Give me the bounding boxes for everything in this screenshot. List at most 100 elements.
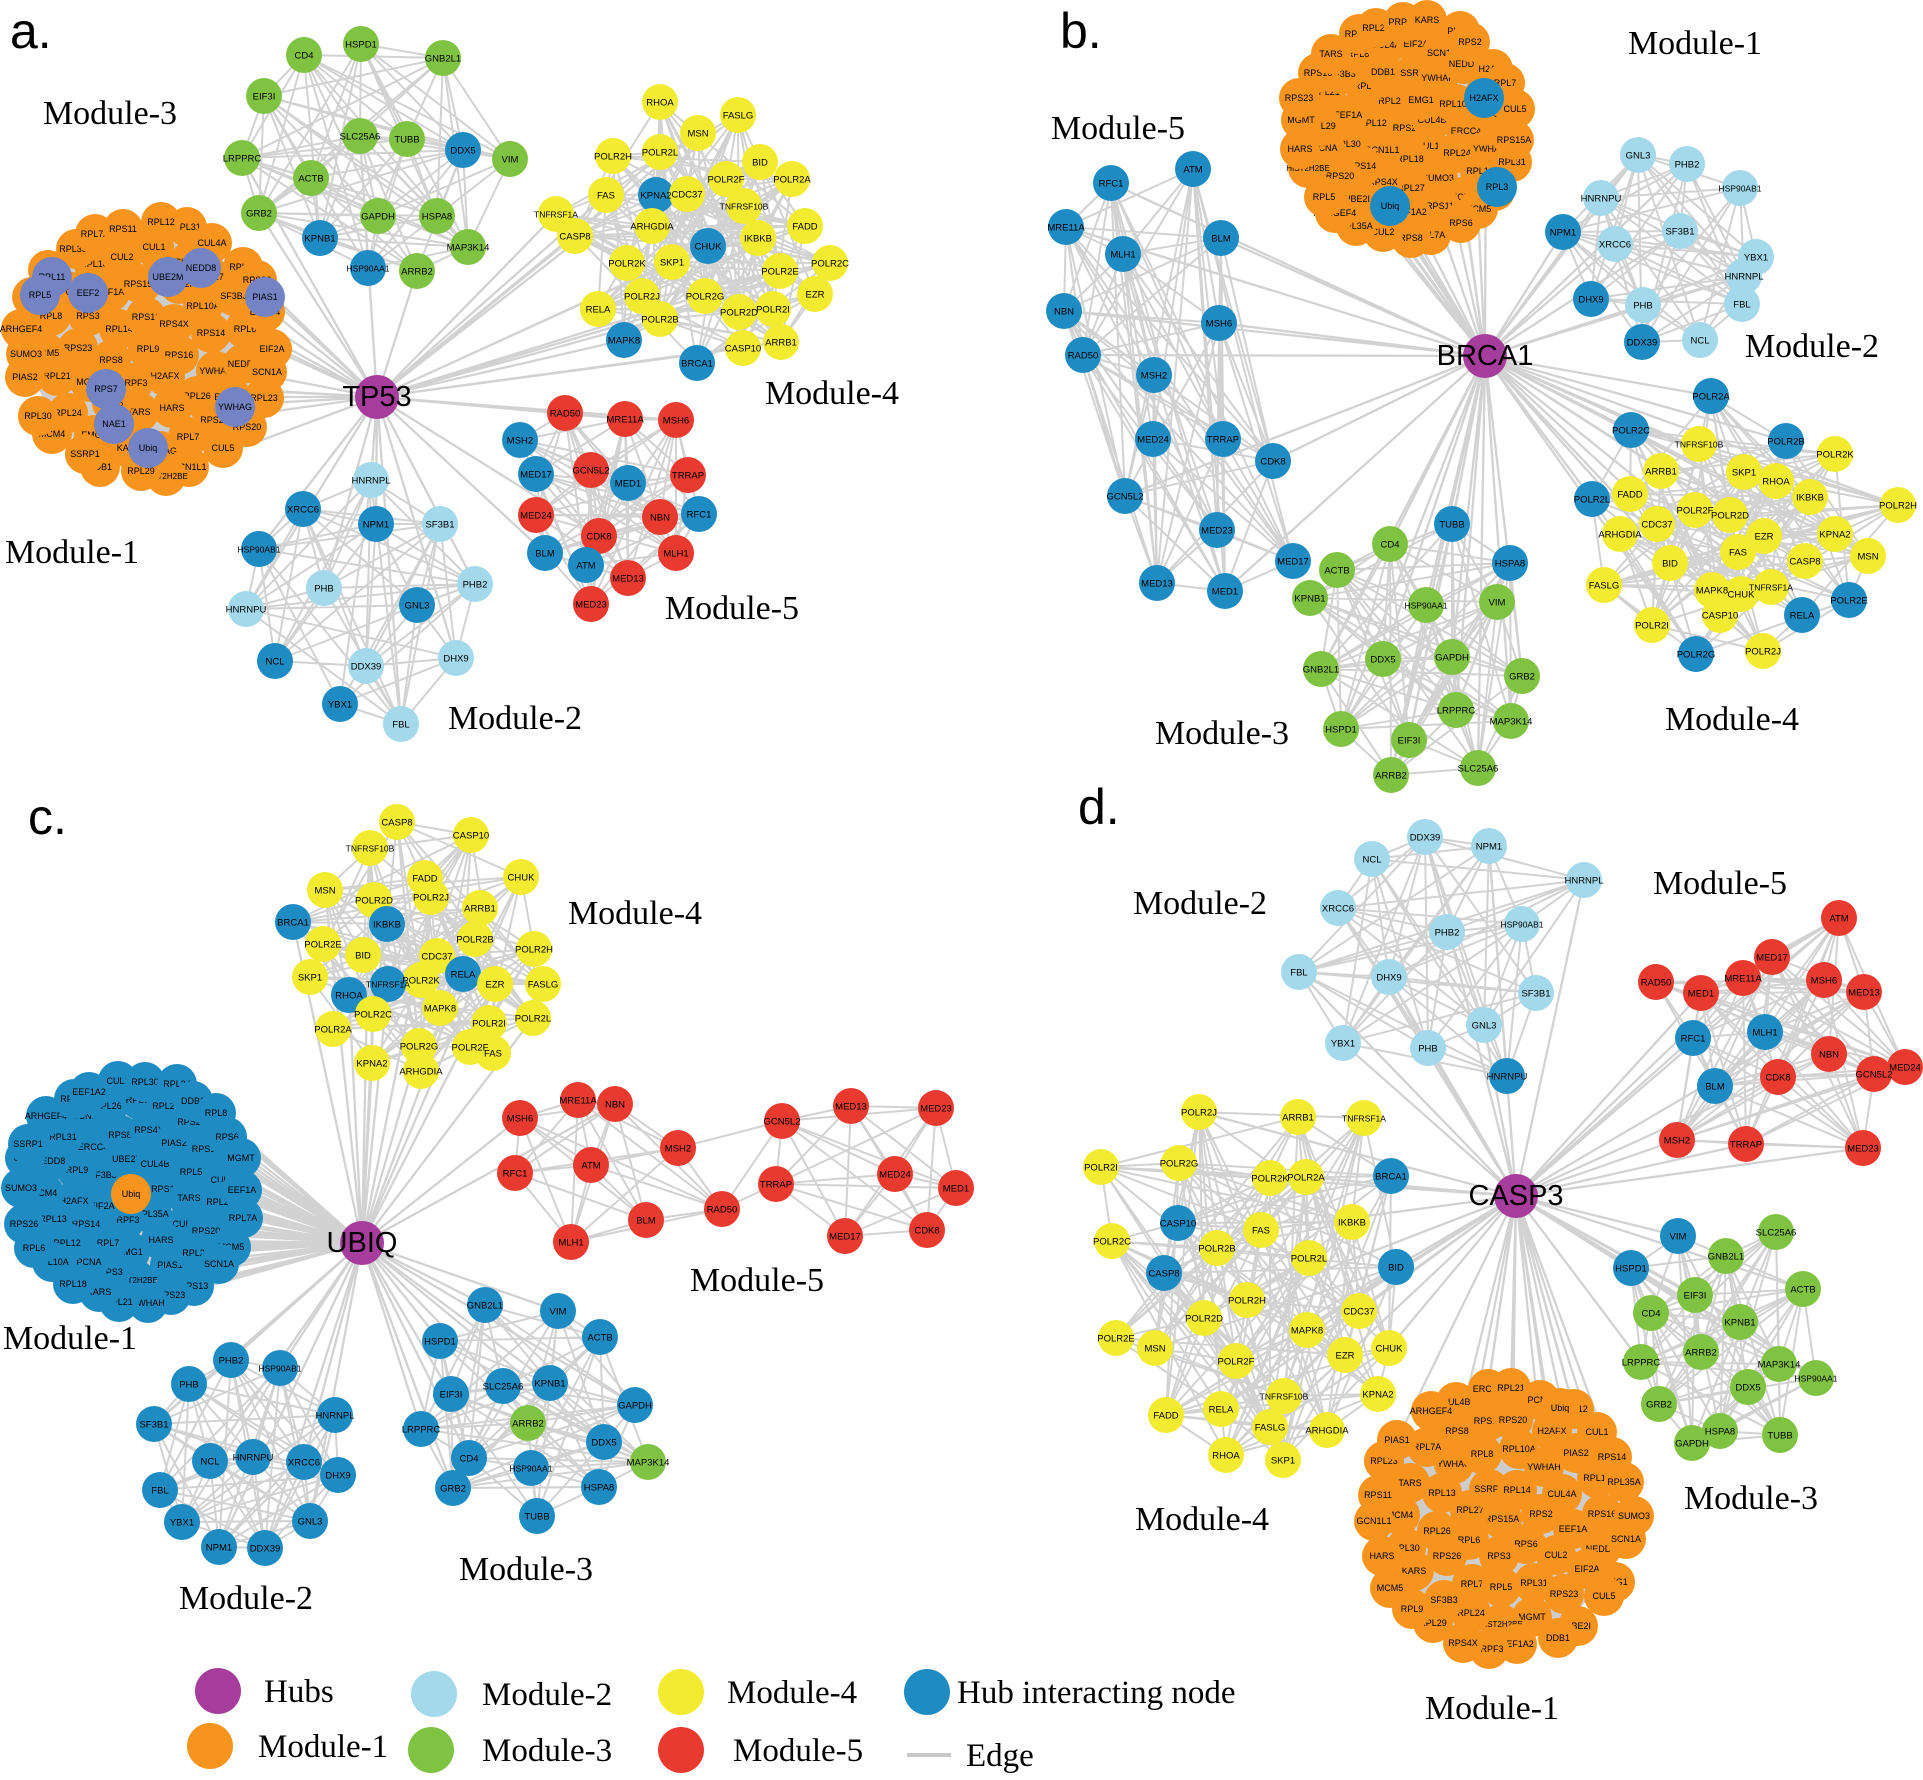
- svg-text:RPS8: RPS8: [108, 1130, 132, 1140]
- svg-text:RPS4X: RPS4X: [159, 319, 189, 329]
- svg-text:Module-5: Module-5: [690, 1262, 824, 1299]
- svg-text:RPS20: RPS20: [1499, 1415, 1528, 1425]
- svg-text:PHB2: PHB2: [1675, 160, 1700, 171]
- svg-text:PHB2: PHB2: [1435, 928, 1460, 939]
- svg-text:RPL7: RPL7: [177, 432, 200, 442]
- svg-text:RPL11: RPL11: [39, 272, 66, 282]
- svg-text:MED23: MED23: [1201, 526, 1233, 537]
- svg-text:CD4: CD4: [294, 51, 313, 62]
- svg-text:HNRNPL: HNRNPL: [315, 1411, 354, 1422]
- svg-text:RPS6: RPS6: [1514, 1539, 1538, 1549]
- svg-text:RPS23: RPS23: [1550, 1589, 1579, 1599]
- svg-text:Module-2: Module-2: [179, 1580, 313, 1617]
- svg-text:MED17: MED17: [520, 470, 552, 481]
- svg-text:SF3B3: SF3B3: [89, 1170, 117, 1180]
- svg-text:KARS: KARS: [1415, 15, 1440, 25]
- svg-text:POLR2D: POLR2D: [720, 308, 758, 319]
- svg-text:SF3B3: SF3B3: [1328, 69, 1356, 79]
- svg-text:KARS: KARS: [87, 1287, 112, 1297]
- svg-text:POLR2B: POLR2B: [456, 935, 494, 946]
- svg-text:RPL8: RPL8: [1347, 49, 1370, 59]
- svg-text:MCM4: MCM4: [39, 429, 66, 439]
- svg-text:RPS13: RPS13: [132, 312, 161, 322]
- svg-text:PIAS1: PIAS1: [157, 1260, 183, 1270]
- svg-text:Module-3: Module-3: [482, 1733, 612, 1769]
- svg-text:MAP3K14: MAP3K14: [1490, 717, 1533, 728]
- svg-text:RPS15A: RPS15A: [1485, 1514, 1520, 1524]
- svg-text:a.: a.: [10, 3, 52, 59]
- svg-text:RPS14: RPS14: [72, 1219, 101, 1229]
- svg-text:RPL23: RPL23: [250, 393, 278, 403]
- svg-text:POLR2K: POLR2K: [608, 259, 646, 270]
- svg-text:CDC37: CDC37: [671, 190, 702, 201]
- svg-text:VIM: VIM: [1489, 598, 1506, 609]
- svg-text:RPS26: RPS26: [1393, 123, 1422, 133]
- svg-text:KPNA2: KPNA2: [356, 1059, 387, 1070]
- svg-text:DDX5: DDX5: [1735, 1383, 1760, 1394]
- svg-text:HSP90AA1: HSP90AA1: [347, 264, 390, 274]
- svg-text:TNFRSF10B: TNFRSF10B: [1675, 440, 1724, 450]
- svg-text:CHUK: CHUK: [695, 242, 723, 253]
- svg-text:Module-4: Module-4: [765, 375, 899, 412]
- svg-text:MRE11A: MRE11A: [606, 415, 644, 426]
- svg-text:CDK8: CDK8: [586, 532, 611, 543]
- svg-text:NPM1: NPM1: [1550, 228, 1576, 239]
- svg-text:YBX1: YBX1: [170, 1518, 194, 1529]
- svg-text:POLR2L: POLR2L: [515, 1014, 551, 1025]
- svg-text:EMG1: EMG1: [117, 1247, 143, 1257]
- svg-text:RFC1: RFC1: [1681, 1034, 1706, 1045]
- svg-text:TNFRSF10B: TNFRSF10B: [720, 202, 769, 212]
- svg-text:MSH2: MSH2: [665, 1144, 691, 1155]
- svg-text:EMG1: EMG1: [81, 430, 107, 440]
- svg-text:Hub interacting node: Hub interacting node: [957, 1675, 1236, 1711]
- svg-text:KPNA2: KPNA2: [640, 191, 671, 202]
- svg-text:Module-4: Module-4: [568, 895, 702, 932]
- svg-text:RPL10A: RPL10A: [1439, 99, 1473, 109]
- svg-text:RPL23: RPL23: [1370, 1456, 1398, 1466]
- svg-text:RELA: RELA: [451, 970, 476, 981]
- svg-text:RPS3: RPS3: [76, 311, 100, 321]
- svg-text:CDC37: CDC37: [1343, 1307, 1374, 1318]
- svg-text:EEF1A: EEF1A: [96, 287, 125, 297]
- svg-text:MAPK8: MAPK8: [424, 1004, 456, 1015]
- svg-text:HSP90AB1: HSP90AB1: [259, 1364, 302, 1374]
- svg-text:DHX9: DHX9: [443, 654, 468, 665]
- svg-text:POLR2L: POLR2L: [642, 148, 678, 159]
- svg-text:ARRB2: ARRB2: [512, 1419, 544, 1430]
- svg-text:POLR2G: POLR2G: [400, 1042, 439, 1053]
- svg-text:ACTB: ACTB: [298, 174, 323, 185]
- svg-text:MLH1: MLH1: [1110, 250, 1135, 261]
- svg-text:MAPK8: MAPK8: [1696, 586, 1728, 597]
- svg-text:PIAS1: PIAS1: [252, 292, 278, 302]
- svg-text:POLR2J: POLR2J: [1181, 1108, 1217, 1119]
- svg-text:ACTB: ACTB: [1324, 566, 1349, 577]
- svg-text:CD4: CD4: [459, 1454, 478, 1465]
- svg-text:MED17: MED17: [1277, 557, 1309, 568]
- svg-text:SSRP1: SSRP1: [1400, 68, 1430, 78]
- svg-text:IKBKB: IKBKB: [1338, 1218, 1366, 1229]
- svg-text:EIF3I: EIF3I: [1684, 1291, 1707, 1302]
- svg-text:GNL3: GNL3: [298, 1517, 323, 1528]
- svg-text:RPS20: RPS20: [1326, 171, 1355, 181]
- svg-text:DDX5: DDX5: [591, 1438, 616, 1449]
- svg-text:KPNB1: KPNB1: [534, 1379, 565, 1390]
- svg-text:RPL27: RPL27: [152, 1101, 180, 1111]
- svg-text:Module-5: Module-5: [665, 590, 799, 627]
- svg-text:ARHGDIA: ARHGDIA: [630, 222, 674, 233]
- svg-text:LRPPRC: LRPPRC: [1437, 706, 1476, 717]
- svg-text:MED1: MED1: [1688, 989, 1714, 1000]
- svg-text:HSPA8: HSPA8: [1705, 1427, 1735, 1438]
- svg-text:GCN5L2: GCN5L2: [1107, 492, 1144, 503]
- svg-text:POLR2F: POLR2F: [452, 1043, 489, 1054]
- svg-text:DDB1: DDB1: [181, 1096, 205, 1106]
- svg-text:CUL1: CUL1: [1416, 141, 1439, 151]
- svg-text:CUL2: CUL2: [110, 252, 133, 262]
- svg-text:MSH2: MSH2: [1141, 371, 1167, 382]
- svg-text:RAD50: RAD50: [1068, 351, 1099, 362]
- svg-text:ARRB1: ARRB1: [765, 338, 797, 349]
- svg-text:RPL7: RPL7: [1494, 78, 1517, 88]
- svg-text:MED17: MED17: [1756, 953, 1788, 964]
- svg-text:FAS: FAS: [597, 191, 615, 202]
- svg-text:HIST2H2BE: HIST2H2BE: [1286, 164, 1330, 173]
- svg-text:MED24: MED24: [520, 511, 552, 522]
